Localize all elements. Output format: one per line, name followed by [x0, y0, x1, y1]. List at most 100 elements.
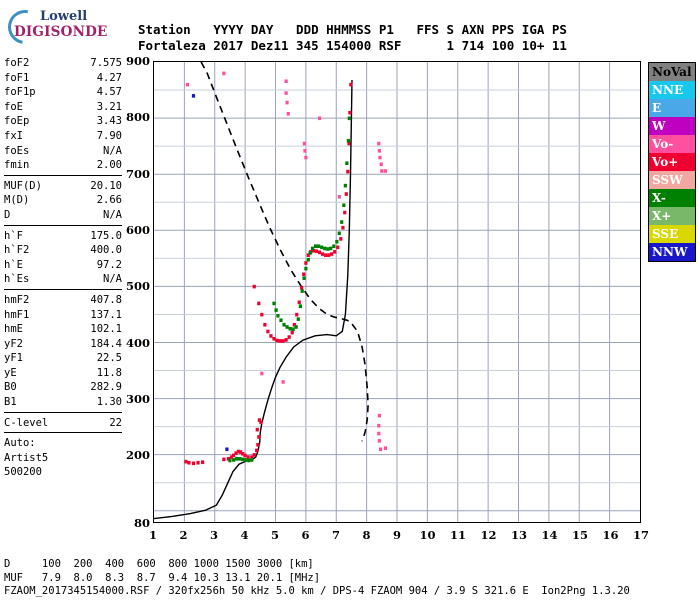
param-value: 2.66 [96, 194, 122, 207]
chart-point [302, 272, 306, 277]
ionogram-plot[interactable] [153, 61, 641, 523]
chart-point [287, 335, 291, 339]
legend-item-x-[interactable]: X+ [649, 207, 695, 225]
param-row: MUF(D) 20.10 [4, 179, 122, 194]
footer-info: D 100 200 400 600 800 1000 1500 3000 [km… [4, 558, 630, 599]
param-row: C-level 22 [4, 416, 122, 431]
param-key: fmin [4, 159, 30, 172]
chart-point [320, 245, 324, 250]
plot-area[interactable] [153, 61, 641, 523]
legend-item-vo-[interactable]: Vo- [649, 135, 695, 153]
chart-point [225, 447, 229, 452]
param-key: foF2 [4, 57, 30, 69]
chart-point [379, 162, 383, 167]
chart-point [349, 82, 353, 87]
chart-point [324, 253, 328, 257]
param-value: 4.27 [96, 71, 122, 84]
chart-point [330, 252, 334, 256]
chart-point [313, 244, 318, 248]
param-key: yF2 [4, 337, 23, 350]
param-row: M(D) 2.66 [4, 193, 122, 208]
header-columns-line: Station YYYY DAY DDD HHMMSS P1 FFS S AXN… [138, 22, 567, 37]
param-key: C-level [4, 416, 49, 429]
legend-item-noval[interactable]: NoVal [649, 63, 695, 81]
direction-color-legend[interactable]: NoVal NNE E W Vo- Vo+ SSW X- X+ SSE NNW [648, 62, 696, 262]
chart-point [317, 116, 322, 121]
chart-point [292, 322, 296, 327]
param-value: 282.9 [90, 381, 122, 394]
param-row: B1 1.30 [4, 395, 122, 410]
footer-distance-row: D 100 200 400 600 800 1000 1500 3000 [km… [4, 558, 314, 570]
legend-item-vo-[interactable]: Vo+ [649, 153, 695, 171]
param-key: D [4, 208, 11, 221]
footer-file-row: FZAOM_2017345154000.RSF / 320fx256h 50 k… [4, 585, 630, 598]
chart-point [308, 251, 312, 255]
chart-point [383, 446, 388, 450]
chart-point [300, 289, 304, 293]
param-value: 7.90 [96, 129, 122, 142]
legend-item-nnw[interactable]: NNW [649, 243, 695, 261]
chart-point [201, 460, 205, 464]
chart-point [347, 141, 351, 146]
param-row: D N/A [4, 208, 122, 223]
y-axis-tick-label: 80 [133, 516, 150, 530]
x-axis-tick-label: 1 [148, 528, 157, 542]
x-axis-tick-label: 10 [419, 528, 436, 542]
x-axis-tick-label: 4 [240, 528, 249, 542]
chart-point [294, 325, 298, 329]
chart-point [337, 231, 341, 236]
chart-point [378, 155, 382, 160]
param-value: 3.21 [96, 100, 122, 113]
chart-curve [200, 62, 369, 442]
param-value: 22.5 [96, 352, 122, 365]
x-axis-tick-label: 16 [602, 528, 619, 542]
chart-curve [154, 79, 353, 520]
chart-point [284, 338, 288, 342]
chart-point [377, 413, 381, 418]
param-value: N/A [103, 273, 122, 286]
param-row: foF1 4.27 [4, 71, 122, 86]
chart-point [340, 220, 344, 224]
param-key: h`E [4, 258, 23, 271]
chart-point [378, 447, 383, 452]
param-row: h`Es N/A [4, 272, 122, 287]
chart-point [266, 329, 270, 334]
chart-point [345, 161, 349, 165]
chart-point [281, 380, 285, 384]
param-value: 7.575 [90, 57, 122, 69]
chart-point [255, 448, 259, 453]
x-axis-tick-label: 3 [209, 528, 218, 542]
param-group-2: h`F 175.0 h`F2 400.0 h`E 97.2 h`Es N/A [4, 229, 122, 290]
param-key: foF1 [4, 71, 30, 84]
chart-point [304, 261, 308, 265]
param-group-1: MUF(D) 20.10 M(D) 2.66 D N/A [4, 179, 122, 226]
chart-point [304, 266, 308, 271]
chart-point [332, 244, 336, 248]
param-key: MUF(D) [4, 179, 42, 192]
param-row: h`F 175.0 [4, 229, 122, 244]
y-axis-tick-label: 800 [125, 110, 150, 125]
chart-point [272, 336, 276, 341]
chart-point [291, 327, 295, 332]
legend-item-nne[interactable]: NNE [649, 81, 695, 99]
legend-item-e[interactable]: E [649, 99, 695, 117]
legend-item-x-[interactable]: X- [649, 189, 695, 207]
chart-point [284, 91, 288, 95]
legend-item-w[interactable]: W [649, 117, 695, 135]
param-row: hmF2 407.8 [4, 293, 122, 308]
legend-item-ssw[interactable]: SSW [649, 171, 695, 189]
chart-point [236, 449, 241, 454]
x-axis-tick-label: 7 [331, 528, 340, 542]
legend-item-sse[interactable]: SSE [649, 225, 695, 243]
chart-point [311, 248, 316, 253]
param-value: 137.1 [90, 308, 122, 321]
x-axis-tick-label: 8 [362, 528, 371, 542]
chart-point [344, 192, 348, 196]
param-value: 184.4 [90, 337, 122, 350]
param-value: 97.2 [96, 258, 122, 271]
chart-point [346, 138, 350, 143]
chart-point [300, 285, 304, 290]
chart-point [276, 313, 280, 318]
chart-point [336, 245, 340, 250]
chart-point [257, 435, 261, 439]
